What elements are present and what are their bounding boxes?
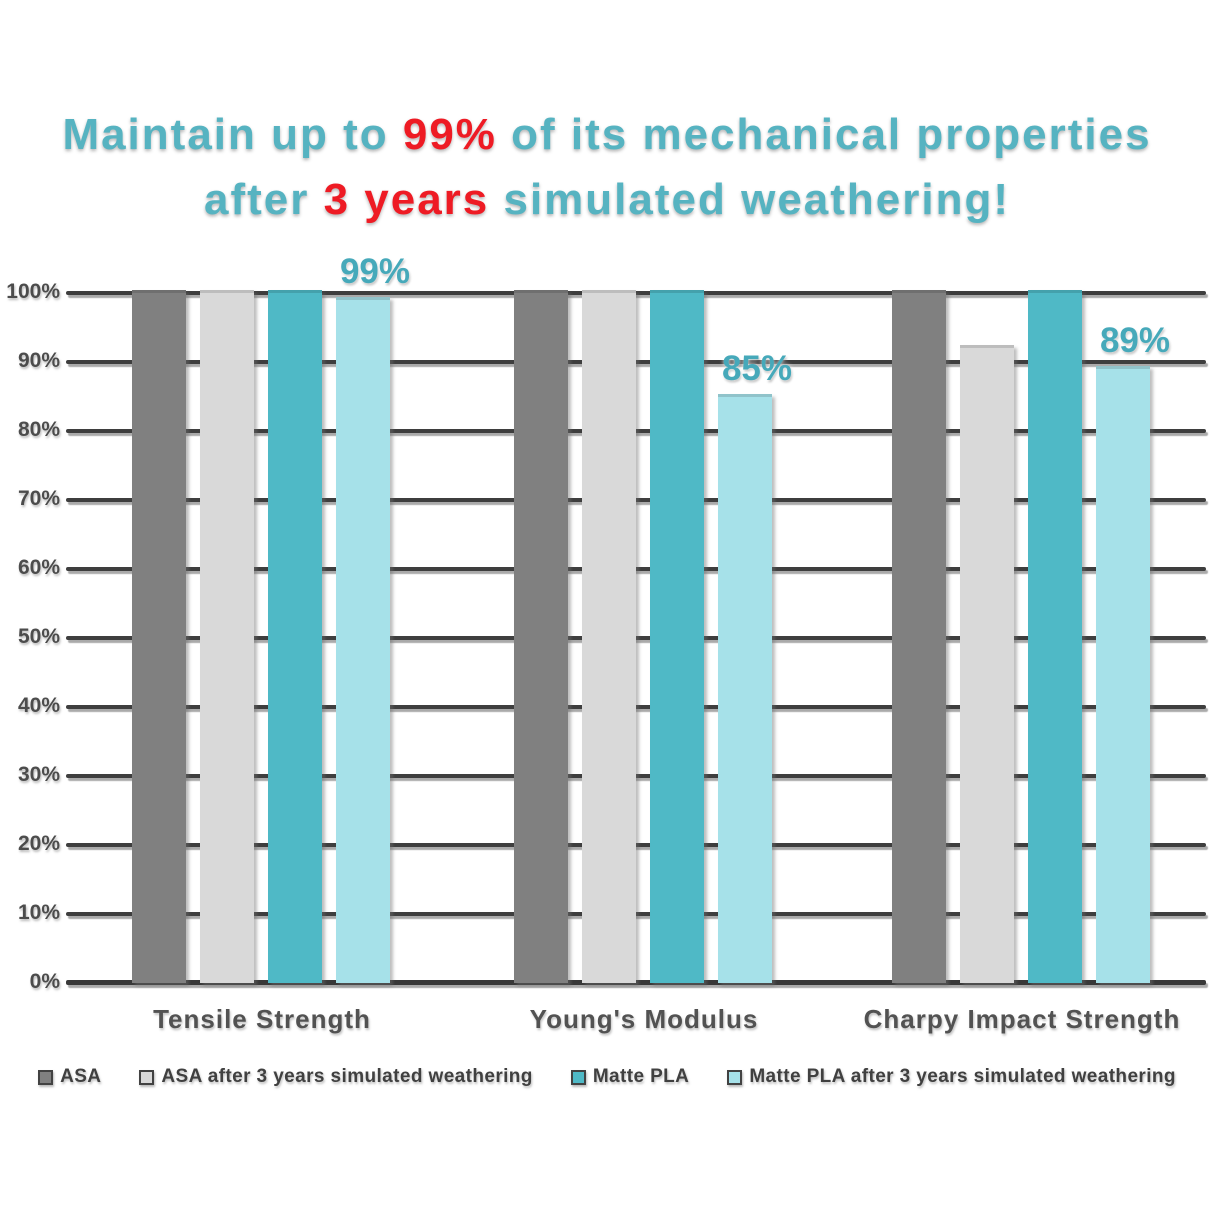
gridline-30%	[66, 774, 1206, 778]
bar-matte-pla-charpy-impact-strength	[1028, 290, 1082, 983]
legend-item-asa: ASA	[38, 1066, 101, 1088]
gridline-80%	[66, 429, 1206, 433]
bar-matte-pla-after-3-years-simulated-weathering-charpy-impact-strength	[1096, 365, 1150, 983]
y-tick-20%: 20%	[17, 832, 60, 855]
y-tick-30%: 30%	[17, 763, 60, 786]
bar-matte-pla-after-3-years-simulated-weathering-tensile-strength	[336, 296, 390, 983]
legend-swatch-icon	[139, 1069, 155, 1085]
y-tick-70%: 70%	[17, 487, 60, 510]
legend-label: Matte PLA after 3 years simulated weathe…	[749, 1066, 1176, 1087]
legend-item-asa-after-3-years-simulated-weathering: ASA after 3 years simulated weathering	[139, 1066, 532, 1088]
headline-line-1-segment-1: 99%	[402, 110, 497, 159]
headline-line-2-segment-0: after	[203, 175, 324, 225]
headline-line-1: Maintain up to 99% of its mechanical pro…	[0, 102, 1214, 167]
legend-swatch-icon	[38, 1069, 54, 1085]
headline-line-2-segment-2: simulated weathering!	[489, 175, 1011, 225]
value-label-99%: 99%	[339, 251, 411, 291]
gridline-60%	[66, 567, 1206, 571]
chart-legend: ASA ASA after 3 years simulated weatherin…	[0, 1066, 1214, 1088]
bar-asa-after-3-years-simulated-weathering-tensile-strength	[200, 290, 254, 983]
headline-line-1-segment-0: Maintain up to	[62, 110, 403, 159]
legend-label: ASA	[60, 1066, 102, 1087]
legend-item-matte-pla: Matte PLA	[570, 1066, 690, 1088]
bar-asa-tensile-strength	[132, 290, 186, 983]
bar-matte-pla-young-s-modulus	[650, 290, 704, 983]
gridline-100%	[66, 291, 1206, 295]
legend-item-matte-pla-after-3-years-simulated-weathering: Matte PLA after 3 years simulated weathe…	[727, 1066, 1176, 1088]
gridline-20%	[66, 843, 1206, 847]
category-label-young-s-modulus: Young's Modulus	[529, 1004, 759, 1034]
legend-swatch-icon	[570, 1069, 586, 1085]
y-tick-50%: 50%	[17, 625, 60, 648]
legend-label: ASA after 3 years simulated weathering	[161, 1066, 533, 1087]
y-tick-80%: 80%	[17, 418, 60, 441]
bar-asa-charpy-impact-strength	[892, 290, 946, 983]
y-tick-40%: 40%	[17, 694, 60, 717]
category-label-tensile-strength: Tensile Strength	[153, 1004, 371, 1034]
legend-swatch-icon	[727, 1069, 743, 1085]
headline: Maintain up to 99% of its mechanical pro…	[0, 102, 1214, 232]
bar-matte-pla-after-3-years-simulated-weathering-young-s-modulus	[718, 393, 772, 983]
value-label-89%: 89%	[1099, 320, 1171, 360]
gridline-50%	[66, 636, 1206, 640]
legend-label: Matte PLA	[592, 1066, 690, 1087]
bar-asa-after-3-years-simulated-weathering-young-s-modulus	[582, 290, 636, 983]
chart-plot-area: 99% 85% 89%	[66, 252, 1206, 985]
y-tick-90%: 90%	[17, 349, 60, 372]
gridline-90%	[66, 360, 1206, 364]
y-tick-10%: 10%	[17, 901, 60, 924]
y-tick-60%: 60%	[17, 556, 60, 579]
category-label-charpy-impact-strength: Charpy Impact Strength	[863, 1004, 1181, 1034]
value-label-85%: 85%	[721, 348, 793, 388]
gridline-40%	[66, 705, 1206, 709]
y-tick-100%: 100%	[6, 280, 60, 303]
headline-line-2-segment-1: 3 years	[323, 175, 490, 225]
headline-line-1-segment-2: of its mechanical properties	[496, 110, 1152, 159]
gridline-10%	[66, 912, 1206, 916]
y-tick-0%: 0%	[29, 970, 60, 993]
bar-asa-after-3-years-simulated-weathering-charpy-impact-strength	[960, 345, 1014, 983]
gridline-70%	[66, 498, 1206, 502]
bar-matte-pla-tensile-strength	[268, 290, 322, 983]
gridline-0%	[66, 980, 1206, 985]
headline-line-2: after 3 years simulated weathering!	[0, 167, 1214, 232]
bar-asa-young-s-modulus	[514, 290, 568, 983]
